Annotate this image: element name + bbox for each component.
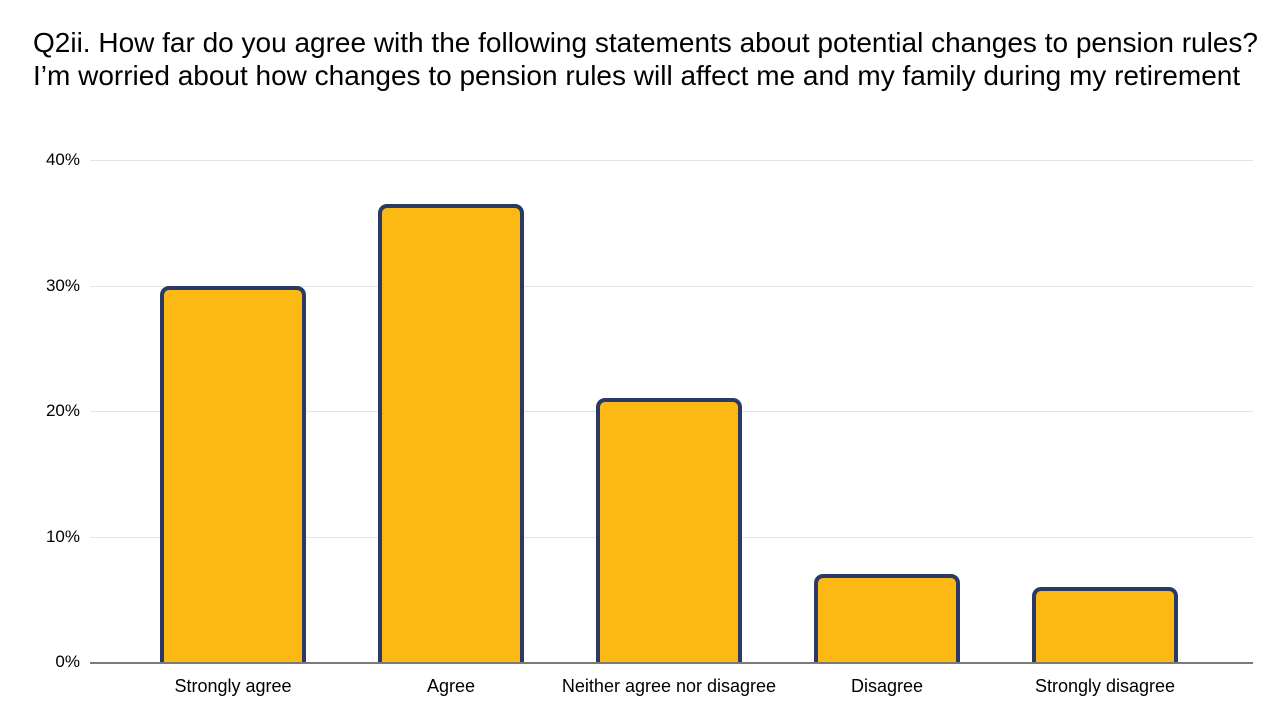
y-tick-label-40: 40% xyxy=(45,150,80,169)
x-tick-label-disagree: Disagree xyxy=(850,676,924,696)
x-tick-label-strongly-disagree: Strongly disagree xyxy=(1034,676,1176,696)
x-tick-label-neither-agree-nor-disagree: Neither agree nor disagree xyxy=(561,676,777,696)
bar-slot-neither-agree-nor-disagree xyxy=(560,160,778,662)
x-tick-label-strongly-agree: Strongly agree xyxy=(174,676,292,696)
x-axis-labels: Strongly agree Agree Neither agree nor dis… xyxy=(124,676,1214,697)
bar-disagree xyxy=(814,574,960,662)
bar-neither-agree-nor-disagree xyxy=(596,398,742,662)
bar-slot-strongly-disagree xyxy=(996,160,1214,662)
y-tick-label-0: 0% xyxy=(55,652,80,671)
bar-agree xyxy=(378,203,524,662)
x-tick-label-agree: Agree xyxy=(426,676,476,696)
bars-row xyxy=(124,160,1214,662)
plot-area: 0% 10% 20% 30% 40% Strongly agree Agree Neithe… xyxy=(46,150,1253,696)
y-tick-label-30: 30% xyxy=(45,275,80,295)
y-tick-label-20: 20% xyxy=(45,401,80,420)
y-tick-label-10: 10% xyxy=(45,526,80,546)
bar-strongly-agree xyxy=(160,285,306,662)
gridline-40 xyxy=(90,160,1253,161)
gridline-30 xyxy=(90,285,1253,287)
bar-slot-strongly-agree xyxy=(124,160,342,662)
chart-title: Q2ii. How far do you agree with the foll… xyxy=(33,27,1258,91)
bar-strongly-disagree xyxy=(1032,586,1178,662)
bar-slot-disagree xyxy=(778,160,996,662)
x-axis-line xyxy=(90,662,1253,664)
bar-slot-agree xyxy=(342,160,560,662)
